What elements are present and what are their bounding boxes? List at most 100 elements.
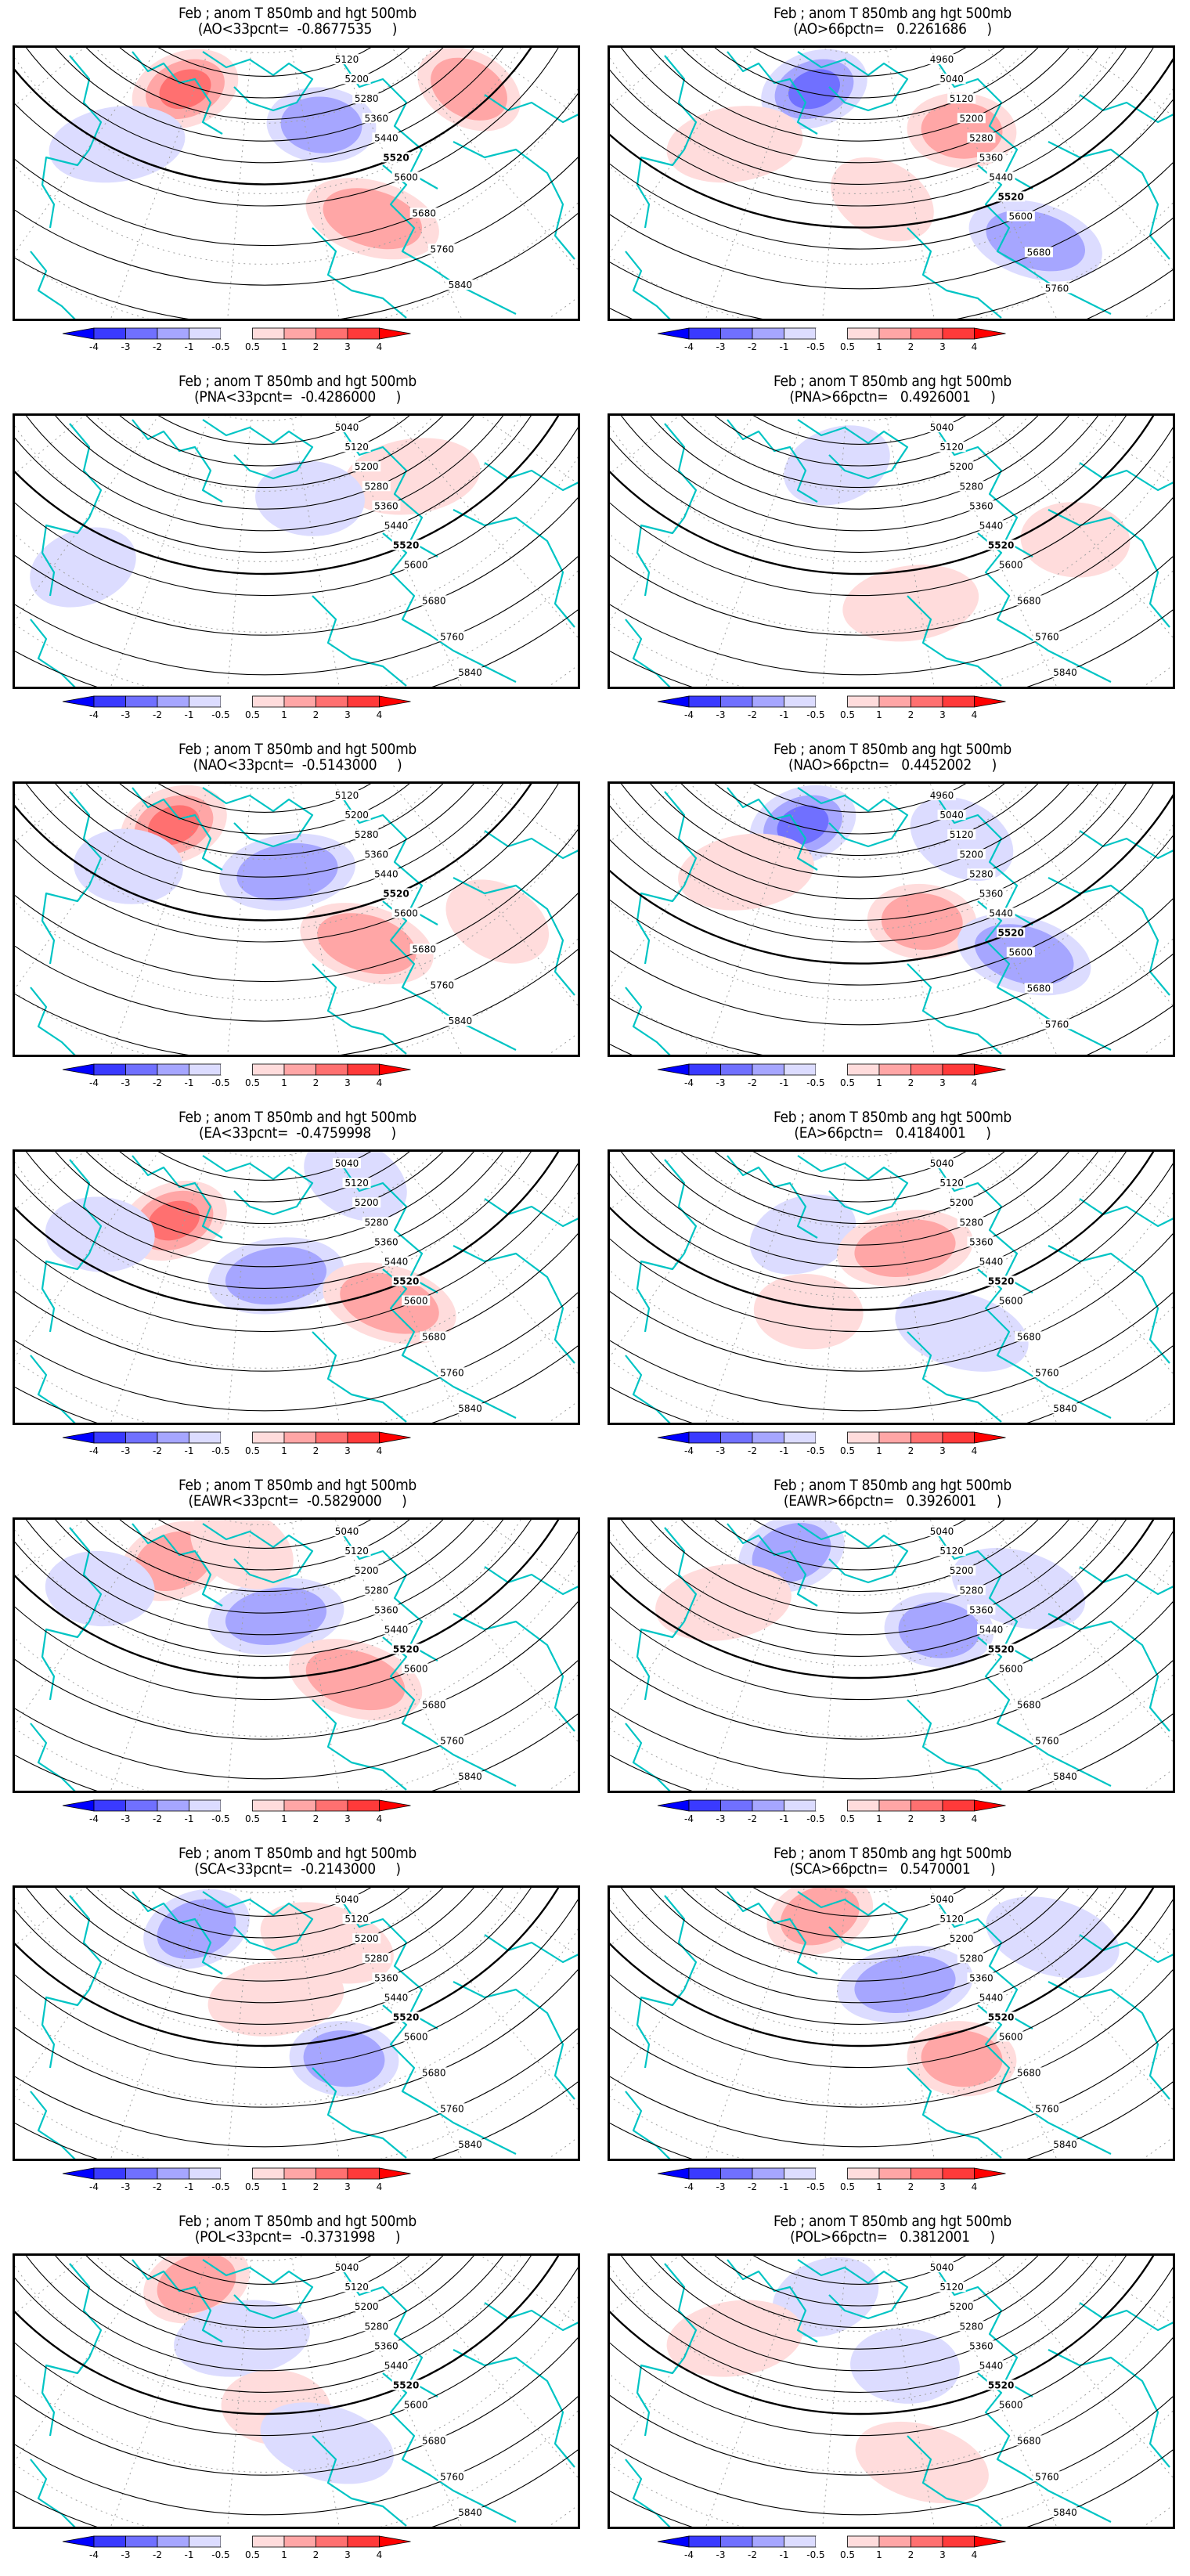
- contour-label-background: [928, 1526, 956, 1537]
- coastline: [727, 51, 818, 135]
- latitude-circle: [95, 1520, 435, 1596]
- anomaly-region: [344, 438, 481, 515]
- latitude-circle: [818, 1520, 901, 1525]
- height-contour: [15, 48, 559, 207]
- contour-label-background: [402, 1663, 431, 1674]
- contour-label-background: [372, 132, 401, 143]
- contour-label-background: [445, 280, 474, 290]
- panel-subtitle: (NAO>66pctn= 0.4452002 ): [788, 756, 997, 774]
- colorbar-tick-label: -1: [185, 1077, 194, 1088]
- contour-label: 5440: [384, 1256, 409, 1267]
- meridian: [886, 418, 935, 687]
- latitude-circle: [15, 1888, 521, 2034]
- height-contour: [85, 2256, 444, 2329]
- latitude-circle: [223, 48, 306, 53]
- colorbar-segment: [942, 1063, 975, 1076]
- anomaly-region: [898, 1601, 980, 1658]
- colorbar-tick-label: 4: [377, 1445, 383, 1456]
- meridian: [610, 416, 755, 622]
- colorbar-tick-label: 0.5: [840, 709, 855, 720]
- contour-label: 5600: [404, 559, 428, 570]
- height-contour: [610, 1888, 1127, 2025]
- temperature-anomaly-shading: [30, 438, 481, 608]
- colorbar-segment: [125, 695, 158, 708]
- colorbar-segment: [911, 1799, 943, 1812]
- height-contour: [15, 828, 578, 983]
- colorbar-segment: [752, 1063, 784, 1076]
- latitude-circle: [95, 2256, 435, 2332]
- colorbar: -4 -3 -2 -1 -0.5 0.5 1 2 3 4: [31, 2166, 564, 2205]
- colorbar-tick-label: 3: [939, 1077, 946, 1088]
- contour-label-background: [438, 631, 467, 642]
- contour-label-background: [420, 595, 449, 606]
- contour-label: 5520: [393, 2011, 419, 2022]
- colorbar-segment: [878, 2535, 911, 2548]
- anomaly-region: [910, 796, 1014, 882]
- contour-label: 5680: [1017, 2067, 1041, 2078]
- coastline: [453, 141, 575, 260]
- colorbar-tick-label: 1: [876, 2181, 882, 2192]
- colorbar-tick-label: 0.5: [840, 341, 855, 352]
- height-contour: [620, 1888, 1099, 2004]
- panel-subtitle: (NAO<33pcnt= -0.5143000 ): [193, 756, 402, 774]
- coastline: [382, 1268, 517, 1419]
- contour-label: 5440: [374, 132, 398, 143]
- colorbar-tick-label: -0.5: [211, 1077, 229, 1088]
- height-contour: [15, 1520, 560, 1679]
- height-contour: [610, 99, 1173, 250]
- contour-label: 5520: [383, 888, 409, 899]
- colorbar-tick-label: 0.5: [245, 1077, 260, 1088]
- colorbar-tick-label: -4: [89, 341, 99, 352]
- coastline: [312, 2435, 407, 2527]
- meridian: [929, 2256, 1058, 2527]
- anomaly-region: [772, 2257, 879, 2337]
- contour-label: 5840: [458, 1771, 482, 1782]
- temperature-anomaly-shading: [45, 1152, 456, 1344]
- colorbar-tick-label: -0.5: [806, 1077, 824, 1088]
- colorbar-segment: [93, 1063, 126, 1076]
- colorbar-tick-label: -0.5: [211, 709, 229, 720]
- colorbar-tick-label: 2: [908, 709, 914, 720]
- coastline: [1079, 1566, 1173, 1596]
- latitude-circle: [223, 416, 306, 421]
- map-panel-ao-low: Feb ; anom T 850mb and hgt 500mb (AO<33p…: [0, 0, 595, 368]
- height-contour: [55, 784, 474, 878]
- height-contours: [610, 1520, 1173, 1791]
- colorbar: -4 -3 -2 -1 -0.5 0.5 1 2 3 4: [626, 326, 1159, 365]
- coastline: [625, 1723, 671, 1791]
- map-frame: 4960 5040 5120 5200 5280 5360 5440 5520 5600 5680…: [608, 781, 1175, 1057]
- colorbar-segment: [784, 2535, 817, 2548]
- coastline: [343, 1535, 438, 1661]
- contour-label-background: [1033, 2471, 1062, 2482]
- contour-label-background: [957, 2321, 986, 2332]
- height-contour: [15, 1232, 578, 1372]
- colorbar-tick-label: -3: [121, 1813, 131, 1824]
- contour-label: 5040: [335, 422, 359, 433]
- contour-labels: 5040 5120 5200 5280 5360 5440 5520 5600 5680 5760…: [333, 1526, 485, 1782]
- map-panel-pol-high: Feb ; anom T 850mb ang hgt 500mb (POL>66…: [595, 2208, 1190, 2576]
- anomaly-region: [445, 879, 550, 964]
- height-contours: [610, 48, 1173, 319]
- colorbar-segment: [189, 1431, 222, 1444]
- contour-label-background: [352, 93, 381, 104]
- coastline: [797, 419, 909, 480]
- contour-label: 5840: [449, 280, 473, 290]
- colorbar-tick-label: 0.5: [840, 1813, 855, 1824]
- height-contour: [620, 1520, 1099, 1636]
- contour-label-background: [420, 1699, 449, 1710]
- height-contours: [15, 1152, 578, 1423]
- coastline: [382, 2372, 517, 2523]
- height-contour: [25, 784, 504, 900]
- height-contour: [610, 416, 1127, 553]
- height-contour: [610, 556, 1173, 676]
- colorbar-tick-label: -2: [748, 709, 757, 720]
- anomaly-region: [431, 57, 507, 121]
- contour-labels: 5040 5120 5200 5280 5360 5440 5520 5600 5680 5760…: [928, 1158, 1080, 1414]
- graticule: [610, 48, 1173, 319]
- contour-label: 5760: [440, 2103, 464, 2114]
- map-frame: 5040 5120 5200 5280 5360 5440 5520 5600 5680 5760…: [13, 1149, 580, 1425]
- height-contour: [15, 1531, 578, 1701]
- coastline: [30, 1723, 76, 1791]
- contour-labels: 5040 5120 5200 5280 5360 5440 5520 5600 5680 5760…: [333, 1158, 485, 1414]
- anomaly-region: [255, 460, 365, 536]
